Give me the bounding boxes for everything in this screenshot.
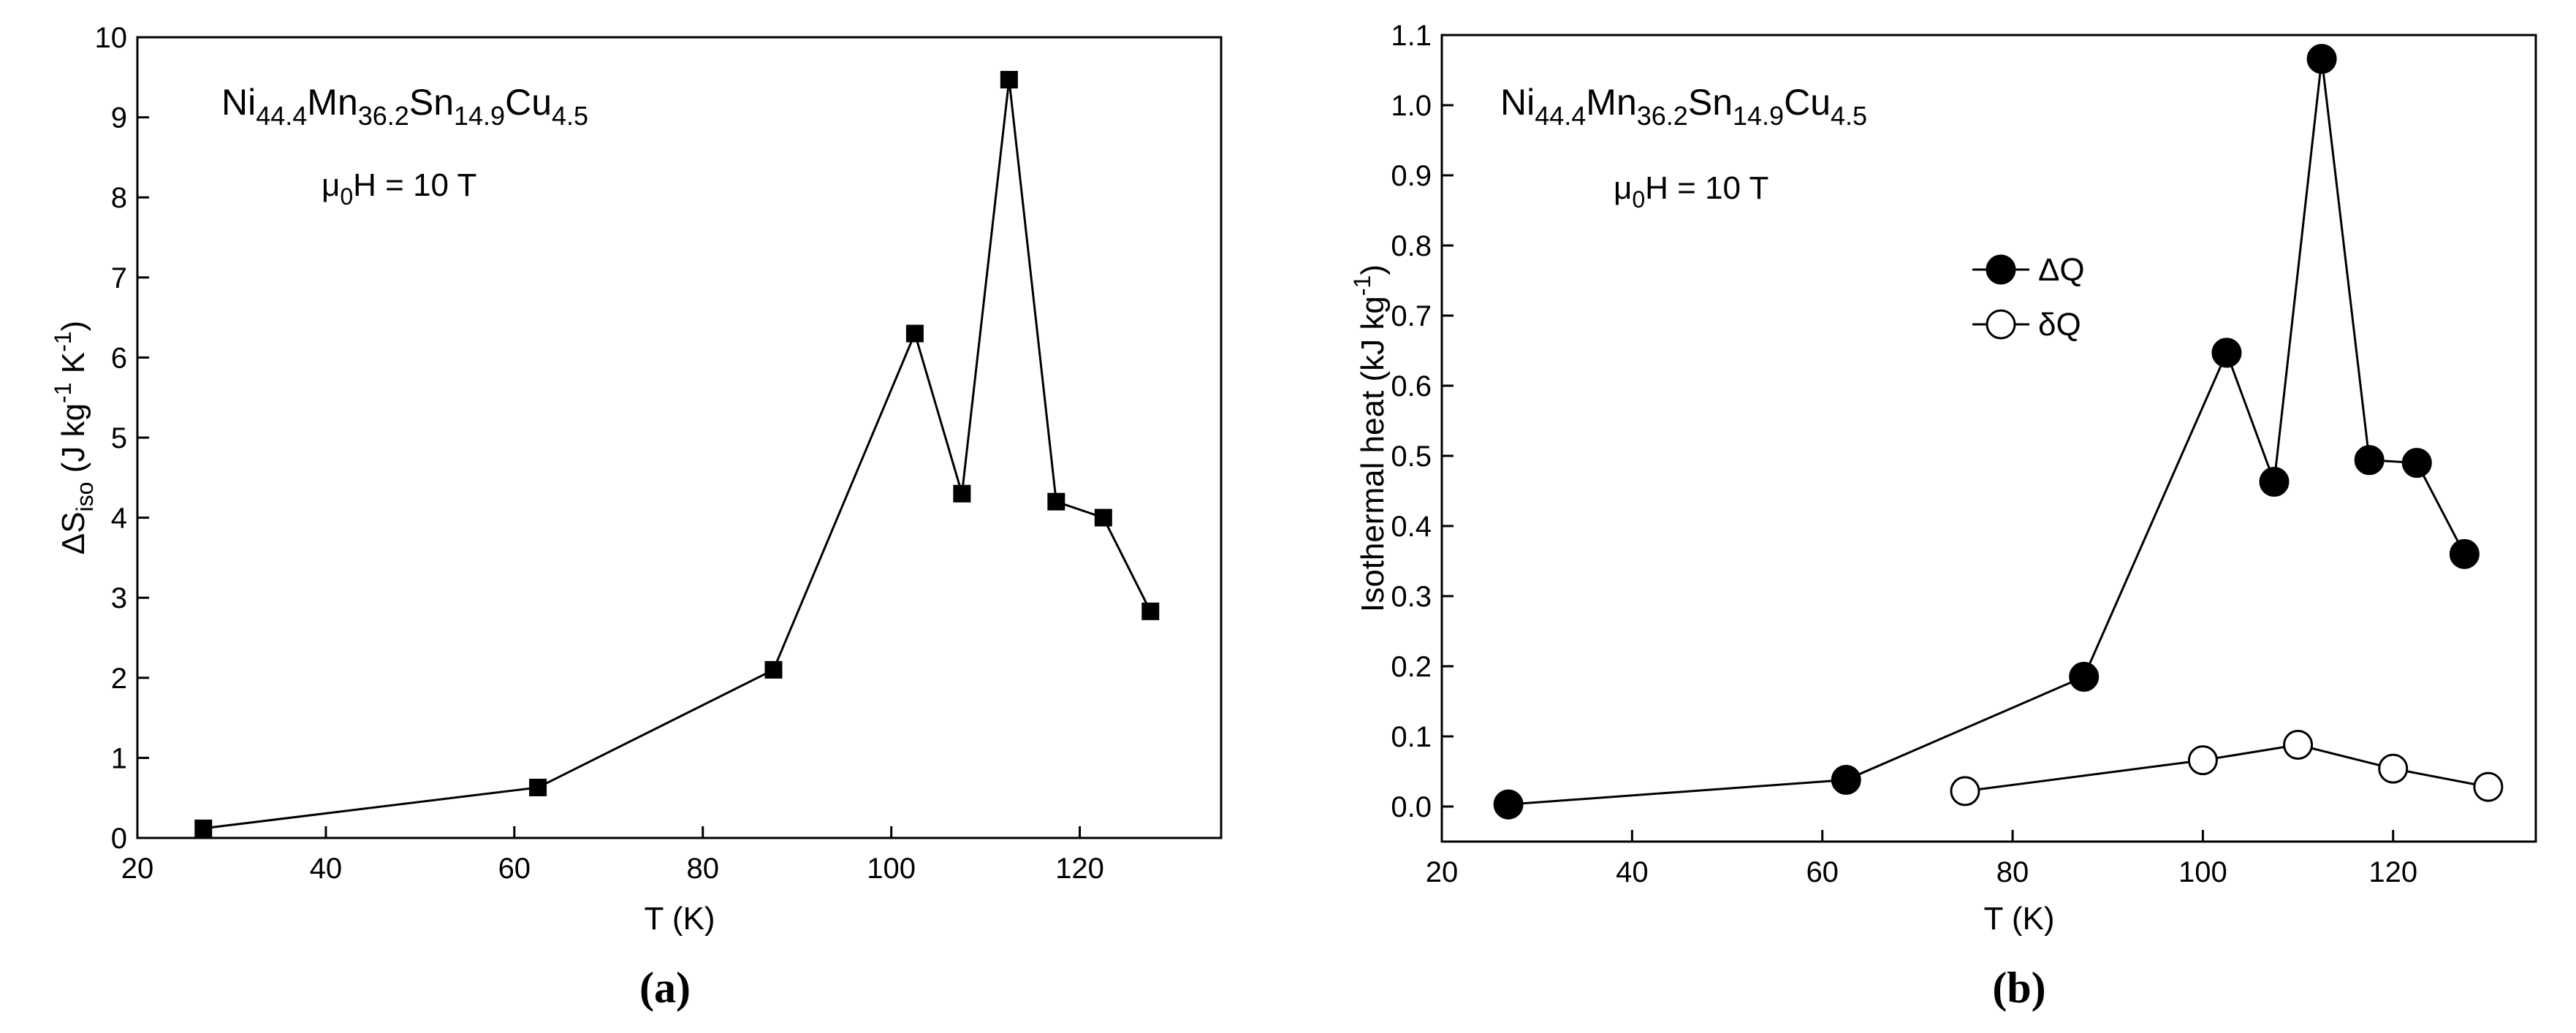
- x-tick-label: 60: [1806, 856, 1839, 888]
- data-point: [2306, 44, 2337, 75]
- data-point: [764, 660, 783, 679]
- data-point: [2354, 445, 2385, 476]
- data-point: [2378, 753, 2409, 784]
- x-tick-label: 60: [498, 853, 531, 885]
- y-tick-label: 1.1: [1391, 20, 1432, 52]
- data-point: [2069, 661, 2100, 692]
- y-tick-label: 9: [111, 102, 127, 134]
- y-axis-title-a: ΔSiso (J kg-1 K-1): [50, 321, 98, 554]
- x-tick-label: 100: [867, 853, 916, 885]
- series-line-1: [1964, 743, 2489, 793]
- x-tick-label: 40: [310, 853, 343, 885]
- y-tick-label: 0.1: [1391, 721, 1432, 753]
- y-axis-title-b: Isothermal heat (kJ kg-1): [1349, 264, 1391, 612]
- data-point: [1831, 765, 1861, 796]
- legend-marker-deltaq: [1986, 309, 2016, 340]
- field-annotation-b: μ0H = 10 T: [1614, 170, 1768, 213]
- chart-b-svg: 20 40 60 80 100 120 0.0 0.1 0.2 0.3 0.4 0.5 0.6 0.7 0…: [1349, 20, 2537, 1012]
- data-point: [2211, 338, 2242, 368]
- legend-marker-dq: [1986, 254, 2016, 285]
- y-tick-label: 7: [111, 262, 127, 294]
- y-tick-label: 0.6: [1391, 370, 1432, 403]
- y-tick-label: 0.8: [1391, 230, 1432, 262]
- y-tick-label: 1.0: [1391, 90, 1432, 122]
- y-tick-label: 0.7: [1391, 300, 1432, 332]
- data-point: [1950, 776, 1980, 807]
- x-axis-title-a: T (K): [645, 901, 715, 937]
- data-point: [1047, 492, 1065, 511]
- y-tick-label: 5: [111, 422, 127, 454]
- y-tick-label: 0.3: [1391, 581, 1432, 613]
- y-tick-label: 1: [111, 742, 127, 774]
- chart-a-svg: 20 40 60 80 100 120 0 1 2 3 4 5 6 7 8 9 10 T (K) ΔSiso …: [50, 22, 1223, 1012]
- plot-frame-b: [1440, 34, 2537, 843]
- panel-label-a: (a): [639, 964, 691, 1012]
- x-tick-label: 20: [121, 853, 154, 885]
- y-tick-label: 0.9: [1391, 160, 1432, 192]
- formula-annotation-a: Ni44.4Mn36.2Sn14.9Cu4.5: [221, 82, 588, 131]
- y-tick-label: 0.2: [1391, 651, 1432, 683]
- legend-label-dq: ΔQ: [2038, 252, 2085, 288]
- chart-panel-b: 20 40 60 80 100 120 0.0 0.1 0.2 0.3 0.4 0.5 0.6 0.7 0…: [1288, 0, 2576, 1033]
- data-point: [2449, 538, 2480, 569]
- field-annotation-a: μ0H = 10 T: [322, 167, 476, 210]
- data-point: [2259, 467, 2290, 498]
- x-tick-label: 80: [686, 853, 719, 885]
- data-point: [905, 324, 924, 343]
- data-point: [1094, 508, 1112, 527]
- x-tick-label: 40: [1616, 856, 1649, 888]
- x-tick-label: 80: [1996, 856, 2029, 888]
- y-tick-label: 0.5: [1391, 441, 1432, 473]
- data-point: [194, 819, 213, 837]
- x-axis-title-b: T (K): [1984, 901, 2055, 937]
- data-point: [2401, 448, 2432, 479]
- formula-annotation-b: Ni44.4Mn36.2Sn14.9Cu4.5: [1500, 82, 1867, 131]
- y-tick-label: 10: [95, 22, 128, 54]
- y-tick-label: 8: [111, 182, 127, 214]
- x-tick-label: 120: [1055, 853, 1104, 885]
- x-tick-label: 120: [2368, 856, 2417, 888]
- y-tick-label: 0.4: [1391, 511, 1432, 543]
- x-tick-label: 20: [1426, 856, 1459, 888]
- data-point: [2283, 730, 2314, 761]
- data-point: [2187, 745, 2218, 776]
- data-point: [953, 484, 971, 503]
- data-point: [1141, 602, 1160, 620]
- y-tick-label: 2: [111, 663, 127, 695]
- data-point: [1493, 789, 1524, 820]
- y-tick-label: 0: [111, 823, 127, 855]
- y-tick-label: 4: [111, 503, 127, 535]
- panel-label-b: (b): [1992, 964, 2045, 1012]
- y-tick-label: 0.0: [1391, 791, 1432, 823]
- x-tick-label: 100: [2178, 856, 2227, 888]
- data-point: [2473, 771, 2504, 802]
- legend-b: ΔQ δQ: [1972, 252, 2085, 343]
- y-tick-label: 6: [111, 342, 127, 374]
- y-tick-label: 3: [111, 582, 127, 614]
- legend-label-deltaq: δQ: [2038, 307, 2081, 343]
- chart-panel-a: 20 40 60 80 100 120 0 1 2 3 4 5 6 7 8 9 10 T (K) ΔSiso …: [50, 22, 1223, 1012]
- data-point: [1000, 71, 1018, 89]
- data-point: [529, 778, 547, 796]
